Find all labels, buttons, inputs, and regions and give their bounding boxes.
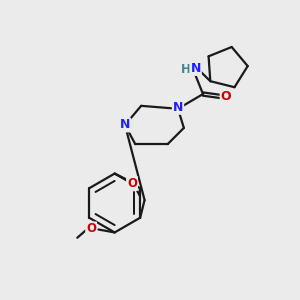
Text: H: H: [181, 63, 191, 76]
Text: O: O: [86, 222, 96, 236]
Text: O: O: [127, 177, 137, 190]
Text: O: O: [221, 90, 231, 103]
Text: N: N: [190, 62, 201, 75]
Text: N: N: [173, 101, 183, 114]
Text: N: N: [120, 118, 130, 131]
